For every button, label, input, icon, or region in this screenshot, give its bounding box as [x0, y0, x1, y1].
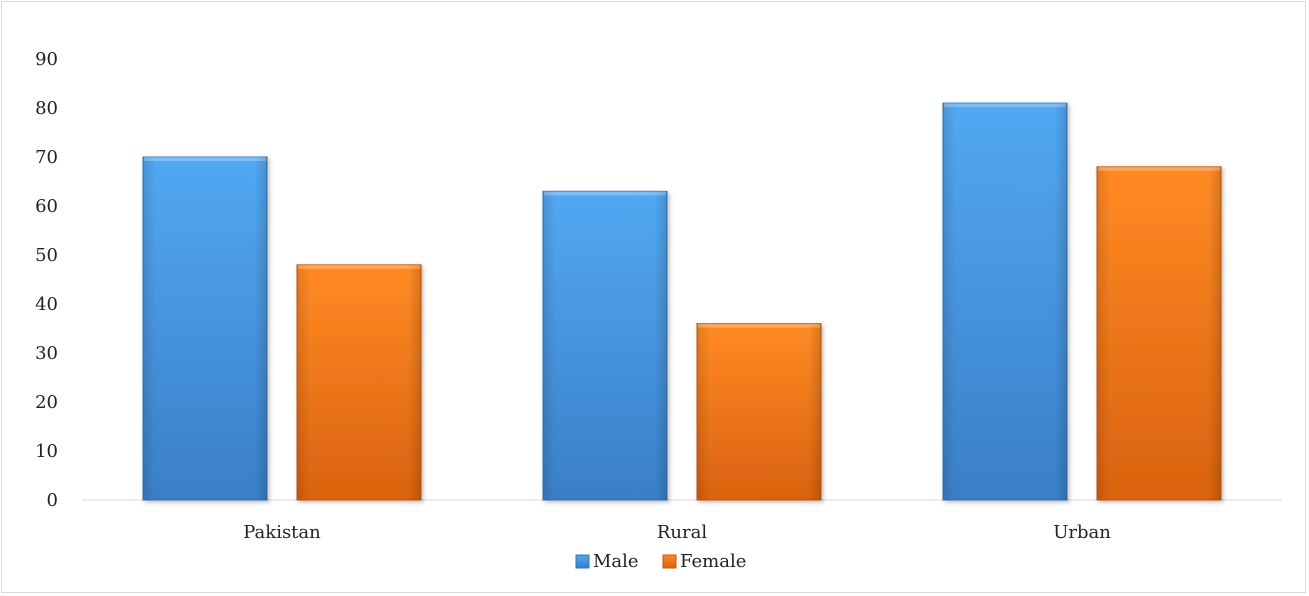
- legend-label: Male: [593, 551, 639, 572]
- bars-layer: [142, 102, 1222, 501]
- y-tick-label: 10: [35, 441, 58, 462]
- legend-swatch: [662, 554, 677, 569]
- y-tick-label: 20: [35, 392, 58, 413]
- bar-male-urban: [942, 102, 1068, 501]
- axis-layer: 0 10 20 30 40 50 60 70 80 90: [35, 49, 1282, 511]
- bar-female-rural: [696, 323, 822, 501]
- legend-label: Female: [680, 551, 746, 572]
- x-tick-label: Rural: [657, 522, 707, 543]
- bar-shading: [943, 103, 1067, 500]
- bar-bevel: [544, 191, 666, 196]
- bar-male-pakistan: [142, 156, 268, 501]
- bar-bevel: [144, 157, 266, 161]
- y-tick-label: 60: [35, 196, 58, 217]
- bar-shading: [697, 323, 821, 500]
- bar-female-pakistan: [296, 264, 422, 501]
- bar-bevel: [1098, 166, 1220, 171]
- x-tick-label: Urban: [1053, 522, 1111, 543]
- y-tick-label: 0: [47, 490, 58, 511]
- bar-male-rural: [542, 190, 668, 501]
- legend-item-female: Female: [662, 551, 746, 572]
- bar-shading: [543, 191, 667, 501]
- y-tick-label: 50: [35, 245, 58, 266]
- y-tick-label: 70: [35, 147, 58, 168]
- bar-shading: [1097, 166, 1221, 501]
- x-labels-layer: Pakistan Rural Urban: [243, 522, 1111, 543]
- x-tick-label: Pakistan: [243, 522, 321, 543]
- y-tick-label: 40: [35, 294, 58, 315]
- bar-female-urban: [1096, 166, 1222, 501]
- bar-bevel: [944, 103, 1066, 108]
- y-tick-label: 90: [35, 49, 58, 70]
- legend: Male Female: [575, 551, 746, 572]
- bar-shading: [297, 264, 421, 500]
- bar-shading: [143, 157, 267, 500]
- bar-bevel: [698, 323, 820, 328]
- y-tick-label: 30: [35, 343, 58, 364]
- legend-item-male: Male: [575, 551, 639, 572]
- bar-bevel: [298, 264, 420, 269]
- y-tick-label: 80: [35, 98, 58, 119]
- legend-swatch: [575, 554, 590, 569]
